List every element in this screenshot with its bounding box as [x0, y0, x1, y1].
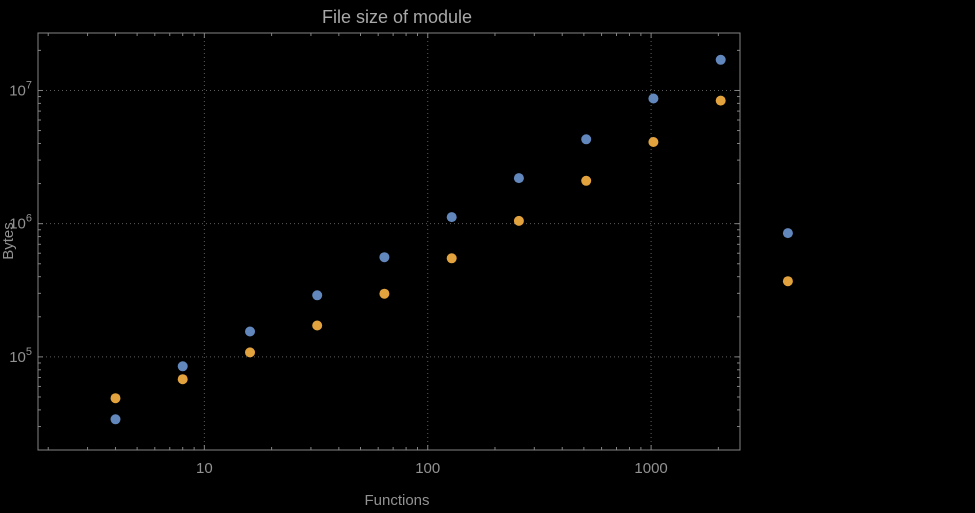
- y-axis-label: Bytes: [0, 222, 17, 260]
- x-axis-label: Functions: [364, 492, 429, 509]
- point-blue-x1024: [648, 93, 659, 104]
- point-orange-x32: [312, 320, 323, 331]
- chart-title: File size of module: [322, 7, 472, 27]
- point-orange-x128: [446, 253, 457, 264]
- y-tick-label-10e6: 106: [9, 213, 32, 233]
- point-orange-x512: [581, 175, 592, 186]
- x-tick-label-1000: 1000: [634, 460, 667, 477]
- point-blue-x4096: [782, 228, 793, 239]
- point-blue-x4: [110, 414, 121, 425]
- gridlines: [38, 33, 740, 450]
- point-orange-x2048: [715, 95, 726, 106]
- point-blue-x64: [379, 252, 390, 263]
- point-blue-x256: [513, 173, 524, 184]
- y-tick-label-10e5: 105: [9, 346, 32, 366]
- point-orange-x8: [177, 374, 188, 385]
- point-blue-x128: [446, 212, 457, 223]
- plot-frame: [37, 32, 741, 451]
- point-orange-x4: [110, 393, 121, 404]
- point-blue-x16: [245, 326, 255, 337]
- point-orange-x16: [245, 347, 255, 358]
- x-tick-label-10: 10: [196, 460, 213, 477]
- axis-ticks: [38, 33, 740, 450]
- data-points: [110, 54, 793, 425]
- y-tick-label-10e7: 107: [9, 79, 32, 99]
- point-blue-x512: [581, 134, 592, 145]
- point-orange-x1024: [648, 137, 659, 147]
- point-orange-x256: [513, 215, 524, 226]
- axis-tick-labels: 10 100 1000 105 106 107: [9, 79, 668, 477]
- point-orange-x64: [379, 288, 390, 299]
- x-tick-label-100: 100: [415, 460, 440, 477]
- point-blue-x8: [177, 361, 188, 372]
- point-orange-x4096: [782, 276, 793, 287]
- point-blue-x32: [312, 290, 323, 301]
- point-blue-x2048: [715, 54, 726, 65]
